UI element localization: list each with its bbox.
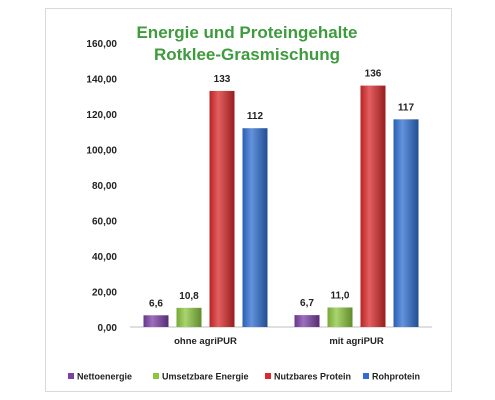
bar-rohprotein-1 xyxy=(242,128,268,327)
y-tick-label: 120,00 xyxy=(86,110,117,121)
y-tick-label: 140,00 xyxy=(86,75,117,86)
bar-nutzbares-protein-1 xyxy=(209,90,235,327)
bar-rohprotein-2 xyxy=(393,119,419,327)
data-label: 6,7 xyxy=(300,298,314,309)
legend-label: Nettoenergie xyxy=(77,372,132,382)
y-tick-label: 0,00 xyxy=(98,323,118,334)
bar-umsetzbare-energie-1 xyxy=(176,307,202,327)
legend-swatch xyxy=(363,373,369,379)
bar-nutzbares-protein-2 xyxy=(360,85,386,327)
data-label: 112 xyxy=(247,111,264,122)
bar-nettoenergie-2 xyxy=(294,315,320,327)
data-label: 133 xyxy=(214,74,231,85)
legend-label: Umsetzbare Energie xyxy=(162,372,249,382)
legend-item-umsetzbare-energie: Umsetzbare Energie xyxy=(153,372,249,382)
legend-item-nettoenergie: Nettoenergie xyxy=(68,372,132,382)
data-label: 136 xyxy=(365,69,382,80)
data-label: 11,0 xyxy=(331,290,350,301)
data-label: 10,8 xyxy=(179,291,199,302)
y-tick-label: 100,00 xyxy=(86,146,117,157)
legend-item-rohprotein: Rohprotein xyxy=(363,372,420,382)
y-tick-label: 160,00 xyxy=(86,39,117,50)
chart-subtitle: Rotklee-Grasmischung xyxy=(154,45,340,64)
y-tick-label: 60,00 xyxy=(92,217,117,228)
bar-umsetzbare-energie-2 xyxy=(327,307,353,327)
legend-swatch xyxy=(153,373,159,379)
bar-nettoenergie-1 xyxy=(143,315,169,327)
legend-swatch xyxy=(265,373,271,379)
legend-swatch xyxy=(68,373,74,379)
data-label: 117 xyxy=(398,102,415,113)
category-label: ohne agriPUR xyxy=(174,336,237,347)
legend-item-nutzbares-protein: Nutzbares Protein xyxy=(265,372,351,382)
category-label: mit agriPUR xyxy=(329,336,384,347)
y-tick-label: 80,00 xyxy=(92,181,117,192)
legend-label: Nutzbares Protein xyxy=(274,372,351,382)
legend-label: Rohprotein xyxy=(372,372,420,382)
data-label: 6,6 xyxy=(149,298,163,309)
y-tick-label: 20,00 xyxy=(92,288,117,299)
y-tick-label: 40,00 xyxy=(92,252,117,263)
chart-title: Energie und Proteingehalte xyxy=(136,23,357,42)
